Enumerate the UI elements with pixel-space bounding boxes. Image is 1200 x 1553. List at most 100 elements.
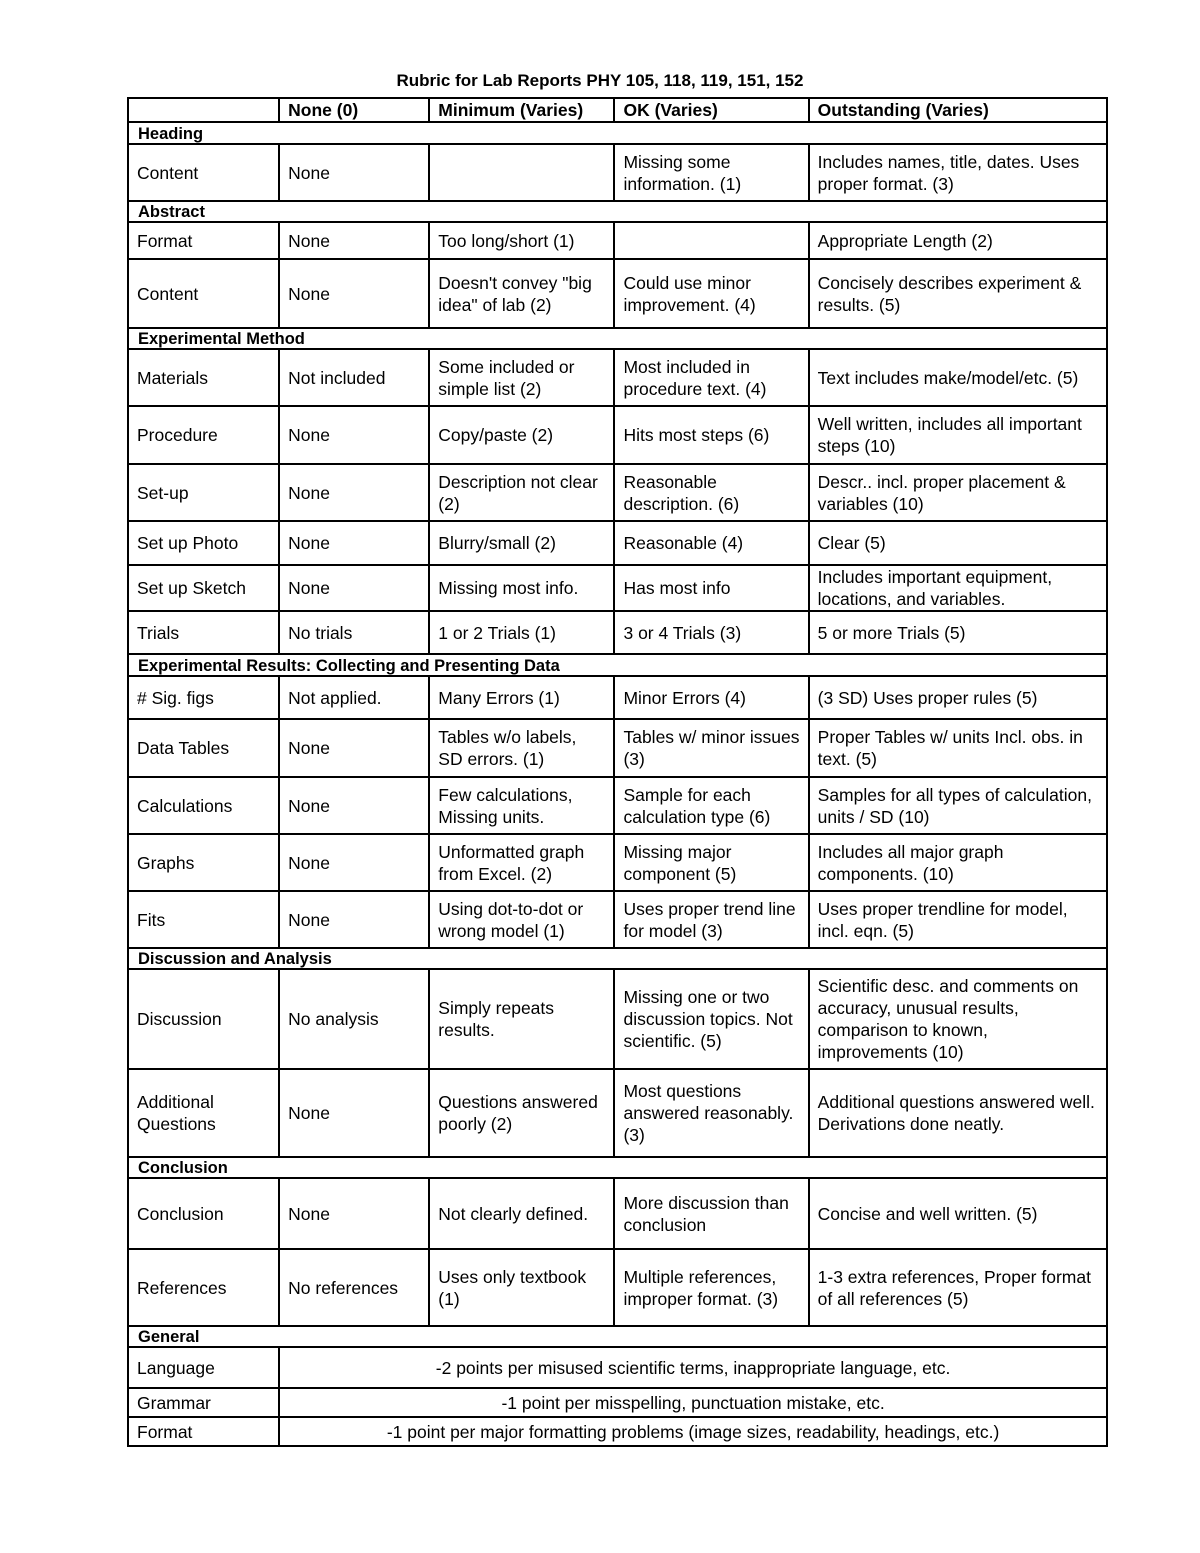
section-heading: Heading (127, 121, 1108, 145)
criterion-cell: Not applied. (278, 675, 431, 720)
criterion-label: Language (126, 1346, 281, 1389)
criterion-cell: Includes all major graph components. (10… (807, 833, 1109, 892)
criterion-row: Content None Doesn't convey "big idea" of … (126, 258, 1109, 329)
criterion-label: Set up Sketch (126, 564, 281, 612)
criterion-cell: None (278, 143, 431, 202)
criterion-cell: No analysis (278, 968, 431, 1070)
criterion-cell: Concisely describes experiment & results… (807, 258, 1109, 329)
criterion-cell: Few calculations, Missing units. (428, 776, 616, 835)
criterion-cell: Too long/short (1) (428, 221, 616, 260)
criterion-cell: None (278, 718, 431, 778)
criterion-cell: Reasonable description. (6) (613, 463, 810, 522)
section-row: Discussion and Analysis (127, 947, 1108, 970)
criterion-row: Fits None Using dot-to-dot or wrong model … (126, 890, 1109, 949)
criterion-row: Trials No trials 1 or 2 Trials (1) 3 or 4 T… (126, 610, 1109, 655)
criterion-row: Set up Sketch None Missing most info. Has m… (126, 564, 1109, 612)
criterion-label: Conclusion (126, 1177, 281, 1250)
criterion-cell: Multiple references, improper format. (3… (613, 1248, 810, 1327)
criterion-cell: Not clearly defined. (428, 1177, 616, 1250)
criterion-cell: -1 point per major formatting problems (… (278, 1416, 1108, 1447)
section-row: General (127, 1325, 1108, 1348)
criterion-cell: Some included or simple list (2) (428, 348, 616, 407)
criterion-cell: Uses proper trend line for model (3) (613, 890, 810, 949)
criterion-row: Discussion No analysis Simply repeats resu… (126, 968, 1109, 1070)
criterion-cell: Reasonable (4) (613, 520, 810, 566)
section-row: Conclusion (127, 1156, 1108, 1179)
criterion-row: Materials Not included Some included or si… (126, 348, 1109, 407)
criterion-cell: No trials (278, 610, 431, 655)
criterion-cell: Most included in procedure text. (4) (613, 348, 810, 407)
criterion-row: Format None Too long/short (1) Appropriate … (126, 221, 1109, 260)
criterion-label: Trials (126, 610, 281, 655)
criterion-cell: -1 point per misspelling, punctuation mi… (278, 1387, 1108, 1418)
criterion-cell: Has most info (613, 564, 810, 612)
section-row: Experimental Results: Collecting and Pre… (127, 653, 1108, 677)
column-header: None (0) (278, 97, 431, 123)
criterion-cell: None (278, 463, 431, 522)
criterion-cell (428, 143, 616, 202)
criterion-label: Calculations (126, 776, 281, 835)
section-row: Heading (127, 121, 1108, 145)
criterion-label: Data Tables (126, 718, 281, 778)
criterion-cell: None (278, 776, 431, 835)
criterion-cell: 5 or more Trials (5) (807, 610, 1109, 655)
page-title: Rubric for Lab Reports PHY 105, 118, 119… (396, 71, 804, 90)
criterion-cell: Not included (278, 348, 431, 407)
criterion-cell: Includes important equipment, locations,… (807, 564, 1109, 612)
criterion-cell: Description not clear (2) (428, 463, 616, 522)
criterion-cell: Could use minor improvement. (4) (613, 258, 810, 329)
criterion-cell: Appropriate Length (2) (807, 221, 1109, 260)
criterion-cell: Well written, includes all important ste… (807, 405, 1109, 465)
criterion-cell: Using dot-to-dot or wrong model (1) (428, 890, 616, 949)
criterion-row: Additional Questions None Questions answer… (126, 1068, 1109, 1158)
criterion-cell: Missing most info. (428, 564, 616, 612)
criterion-row: Calculations None Few calculations, Missin… (126, 776, 1109, 835)
column-header: Minimum (Varies) (428, 97, 616, 123)
column-header: Outstanding (Varies) (807, 97, 1109, 123)
criterion-cell: Doesn't convey "big idea" of lab (2) (428, 258, 616, 329)
criterion-row: Content None Missing some information. (1)… (126, 143, 1109, 202)
column-header: OK (Varies) (613, 97, 810, 123)
criterion-cell: Many Errors (1) (428, 675, 616, 720)
criterion-cell: Proper Tables w/ units Incl. obs. in tex… (807, 718, 1109, 778)
criterion-cell: Samples for all types of calculation, un… (807, 776, 1109, 835)
criterion-cell: 3 or 4 Trials (3) (613, 610, 810, 655)
section-heading: Abstract (127, 200, 1108, 223)
criterion-label: Materials (126, 348, 281, 407)
section-heading: Experimental Method (127, 327, 1108, 350)
criterion-row: References No references Uses only textboo… (126, 1248, 1109, 1327)
criterion-label: Additional Questions (126, 1068, 281, 1158)
criterion-row: Format -1 point per major formatting prob… (126, 1416, 1108, 1447)
criterion-cell: None (278, 258, 431, 329)
section-heading: Conclusion (127, 1156, 1108, 1179)
criterion-cell: Copy/paste (2) (428, 405, 616, 465)
criterion-row: Conclusion None Not clearly defined. More d… (126, 1177, 1109, 1250)
section-heading: General (127, 1325, 1108, 1348)
criterion-cell: Most questions answered reasonably. (3) (613, 1068, 810, 1158)
criterion-cell: Tables w/ minor issues (3) (613, 718, 810, 778)
criterion-row: Data Tables None Tables w/o labels, SD err… (126, 718, 1109, 778)
criterion-row: # Sig. figs Not applied. Many Errors (1) Mi… (126, 675, 1109, 720)
criterion-cell: None (278, 1068, 431, 1158)
criterion-cell: Unformatted graph from Excel. (2) (428, 833, 616, 892)
criterion-cell: Tables w/o labels, SD errors. (1) (428, 718, 616, 778)
criterion-cell: Text includes make/model/etc. (5) (807, 348, 1109, 407)
criterion-label: Format (126, 1416, 281, 1447)
section-heading: Experimental Results: Collecting and Pre… (127, 653, 1108, 677)
criterion-cell: None (278, 1177, 431, 1250)
criterion-label: Fits (126, 890, 281, 949)
criterion-cell: Scientific desc. and comments on accurac… (807, 968, 1109, 1070)
criterion-cell: Missing one or two discussion topics. No… (613, 968, 810, 1070)
criterion-label: # Sig. figs (126, 675, 281, 720)
criterion-cell: None (278, 520, 431, 566)
criterion-label: Format (126, 221, 281, 260)
criterion-cell: Simply repeats results. (428, 968, 616, 1070)
criterion-cell: No references (278, 1248, 431, 1327)
criterion-cell: Missing some information. (1) (613, 143, 810, 202)
criterion-label: Procedure (126, 405, 281, 465)
criterion-cell: None (278, 564, 431, 612)
criterion-row: Language -2 points per misused scientific… (126, 1346, 1108, 1389)
criterion-label: Set up Photo (126, 520, 281, 566)
column-header (126, 97, 281, 123)
criterion-cell: Clear (5) (807, 520, 1109, 566)
